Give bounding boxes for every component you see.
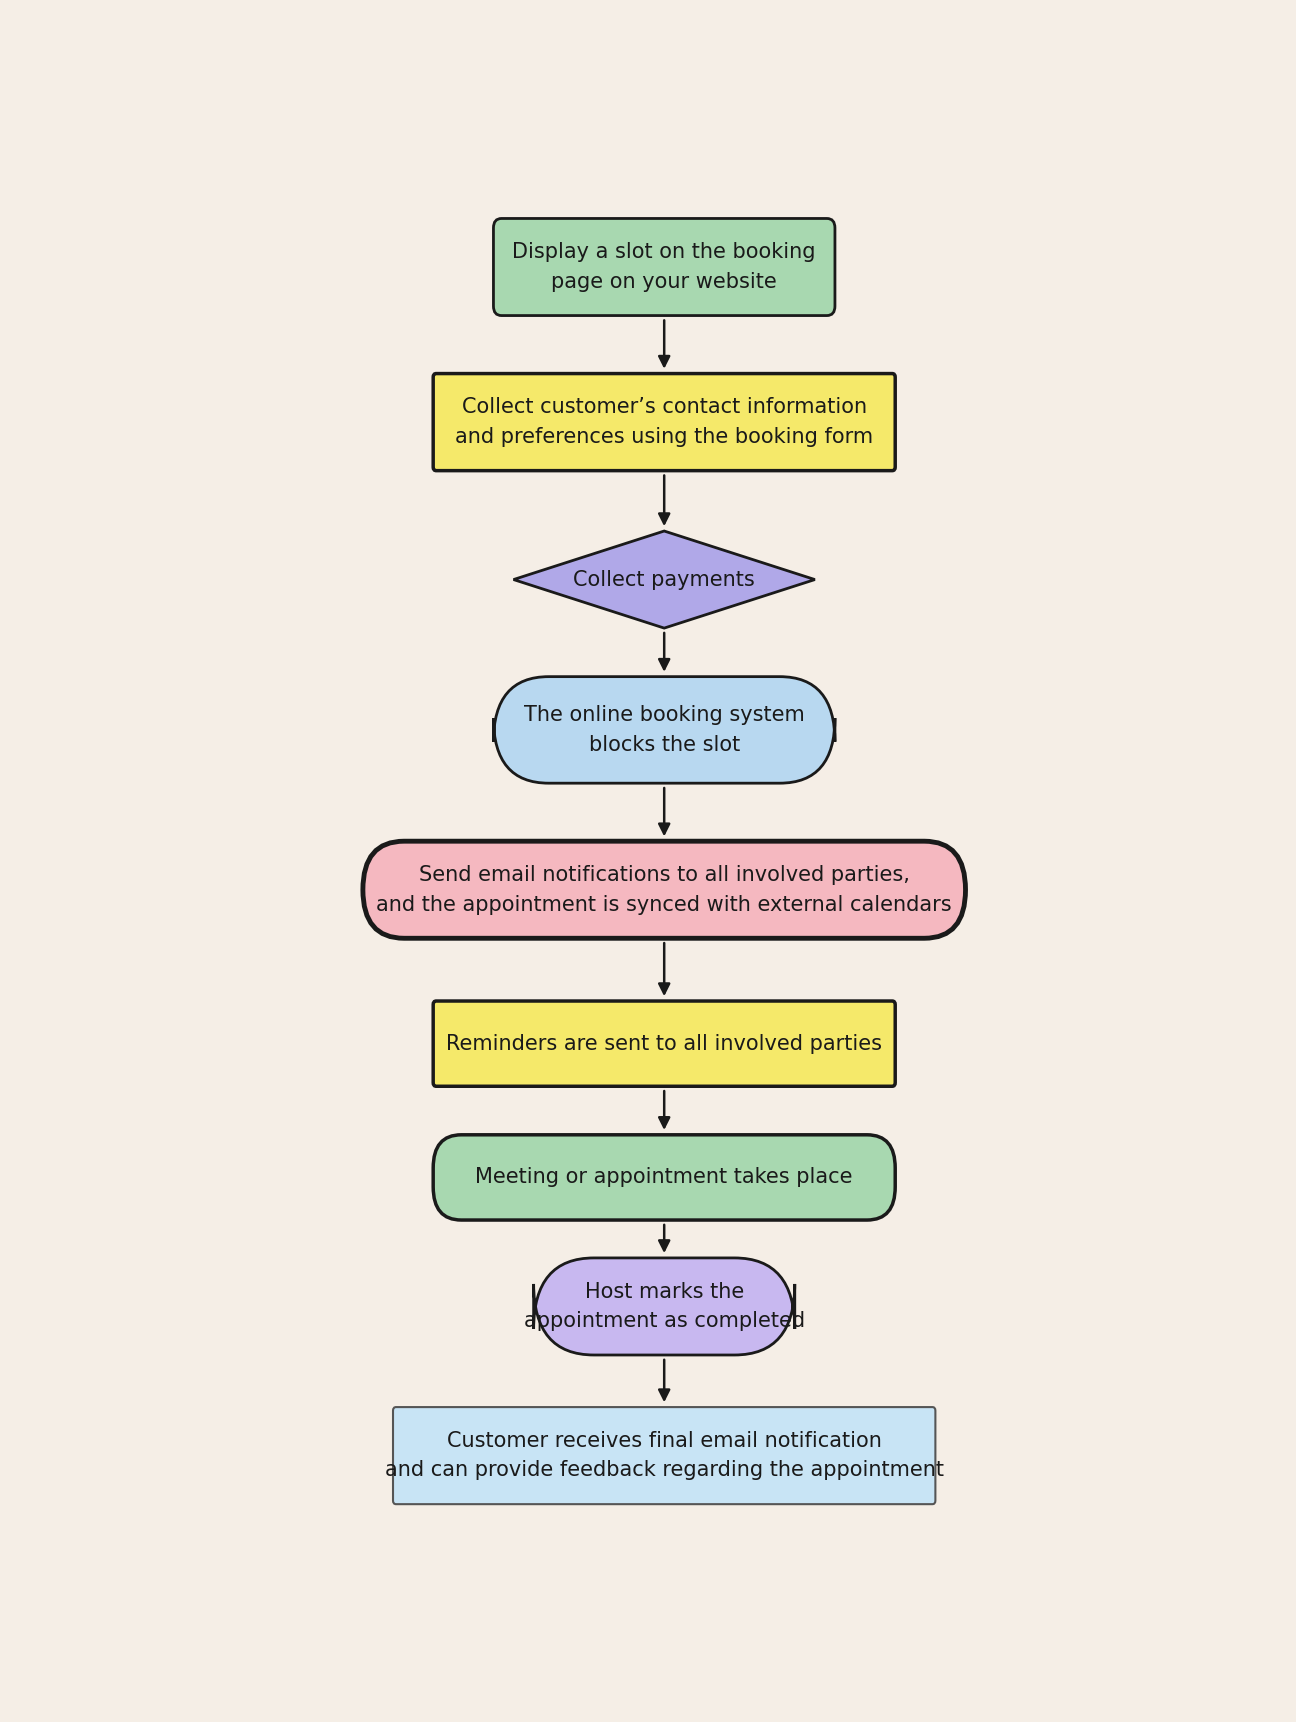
FancyBboxPatch shape (494, 219, 835, 315)
Polygon shape (513, 530, 815, 629)
Text: Send email notifications to all involved parties,
and the appointment is synced : Send email notifications to all involved… (376, 864, 953, 914)
Text: Meeting or appointment takes place: Meeting or appointment takes place (476, 1168, 853, 1188)
FancyBboxPatch shape (433, 374, 896, 470)
FancyBboxPatch shape (393, 1407, 936, 1505)
FancyBboxPatch shape (433, 1135, 896, 1219)
Text: Host marks the
appointment as completed: Host marks the appointment as completed (524, 1281, 805, 1331)
Text: Customer receives final email notification
and can provide feedback regarding th: Customer receives final email notificati… (385, 1431, 943, 1481)
Text: Display a slot on the booking
page on your website: Display a slot on the booking page on yo… (512, 243, 816, 291)
FancyBboxPatch shape (494, 677, 835, 784)
Text: Collect payments: Collect payments (573, 570, 756, 589)
Text: The online booking system
blocks the slot: The online booking system blocks the slo… (524, 704, 805, 754)
Text: Collect customer’s contact information
and preferences using the booking form: Collect customer’s contact information a… (455, 398, 874, 448)
Text: Reminders are sent to all involved parties: Reminders are sent to all involved parti… (446, 1033, 883, 1054)
FancyBboxPatch shape (534, 1257, 794, 1355)
FancyBboxPatch shape (433, 1000, 896, 1087)
FancyBboxPatch shape (363, 842, 966, 938)
